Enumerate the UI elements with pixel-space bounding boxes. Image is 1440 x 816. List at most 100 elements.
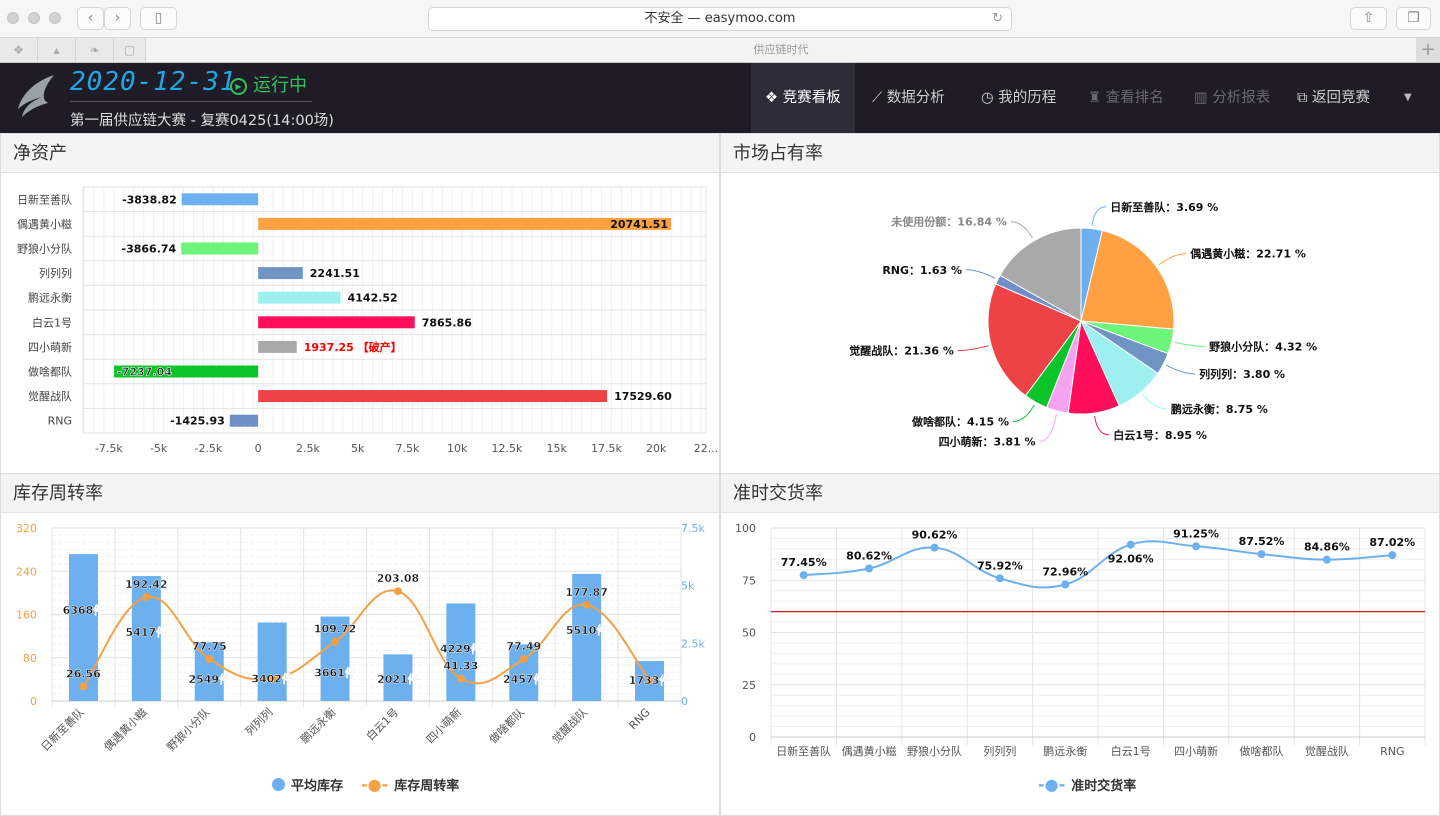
pinned-tab-3[interactable]: ❧ xyxy=(76,38,114,62)
value-label: 80.62% xyxy=(846,550,892,563)
y-left-tick: 0 xyxy=(30,695,37,708)
trophy-icon: ♜ xyxy=(1088,90,1106,106)
value-label: 75.92% xyxy=(977,559,1023,572)
bar-value-label: 5510件 xyxy=(566,623,608,637)
more-dropdown[interactable]: ▼ xyxy=(1390,63,1426,133)
category-label: 四小萌新 xyxy=(28,340,72,354)
line-point xyxy=(393,587,402,596)
share-button[interactable]: ⇧ xyxy=(1350,7,1387,30)
x-tick-label: 列列列 xyxy=(983,744,1016,758)
y-right-tick: 5k xyxy=(681,580,695,593)
status-text: 运行中 xyxy=(253,75,307,96)
category-label: 鹏远永衡 xyxy=(28,291,72,305)
minimize-window-button[interactable] xyxy=(28,12,40,24)
x-tick-label: 12.5k xyxy=(492,442,523,455)
legend-turnover[interactable]: 库存周转率 xyxy=(394,779,460,794)
bar xyxy=(229,414,259,427)
back-button[interactable]: ‹ xyxy=(77,7,104,30)
bar xyxy=(258,217,671,230)
diamonds-icon: ❖ xyxy=(765,90,783,106)
y-tick-label: 25 xyxy=(742,679,756,692)
y-tick-label: 75 xyxy=(742,574,756,587)
line-point xyxy=(456,674,465,683)
legend-line-dot-icon: -●- xyxy=(361,775,389,794)
history-icon: ◷ xyxy=(981,90,999,106)
bar-value-label: 5417件 xyxy=(126,625,168,639)
run-status: ▶ 运行中 xyxy=(230,71,307,97)
pinned-tab-1[interactable]: ❖ xyxy=(0,38,38,62)
value-label: 87.52% xyxy=(1239,535,1285,548)
line-value-label: 26.56 xyxy=(66,668,101,681)
sidebar-button[interactable]: ▯ xyxy=(140,7,177,30)
leader-line xyxy=(1010,221,1033,239)
active-tab[interactable]: 供应链时代 xyxy=(146,38,1416,62)
x-tick-label: -5k xyxy=(150,442,168,455)
legend-on-time[interactable]: 准时交货率 xyxy=(1071,779,1137,794)
nav-view-ranking[interactable]: ♜ 查看排名 xyxy=(1088,90,1164,106)
x-tick-label: 野狼小分队 xyxy=(164,705,213,754)
value-label: 87.02% xyxy=(1369,536,1415,549)
y-right-tick: 2.5k xyxy=(681,637,705,650)
pie-label: RNG：1.63 % xyxy=(882,264,962,277)
line-point xyxy=(1322,555,1331,564)
category-label: 觉醒战队 xyxy=(28,389,72,403)
bar xyxy=(257,622,287,701)
value-label: -1425.93 xyxy=(170,415,225,428)
new-tab-button[interactable]: + xyxy=(1416,38,1440,62)
external-link-icon: ⧉ xyxy=(1297,90,1312,106)
line-value-label: 77.75 xyxy=(192,640,227,653)
panel-title: 准时交货率 xyxy=(721,474,1439,513)
tabs-overview-button[interactable]: ❐ xyxy=(1396,7,1431,30)
nav-back-to-competition[interactable]: ⧉ 返回竞赛 xyxy=(1297,90,1370,106)
bar xyxy=(258,316,415,329)
bar-value-label: 6368件 xyxy=(63,603,105,617)
pinned-site-icon: ▴ xyxy=(53,43,60,57)
x-tick-label: 白云1号 xyxy=(1111,744,1151,758)
value-label: 90.62% xyxy=(912,529,958,542)
panel-title: 市场占有率 xyxy=(721,134,1439,173)
line-point xyxy=(1192,542,1201,551)
x-tick-label: 觉醒战队 xyxy=(1305,744,1349,758)
value-label: 17529.60 xyxy=(614,390,672,403)
zoom-window-button[interactable] xyxy=(49,12,61,24)
nav-data-analysis[interactable]: ⟋ 数据分析 xyxy=(872,90,945,106)
tab-bar: ❖ ▴ ❧ ▢ 供应链时代 + xyxy=(0,38,1440,63)
leader-line xyxy=(1012,404,1035,422)
x-tick-label: RNG xyxy=(626,706,652,732)
panel-title: 净资产 xyxy=(1,134,719,173)
line-point xyxy=(1126,540,1135,549)
nav-competition-board[interactable]: ❖ 竞赛看板 xyxy=(751,63,855,133)
x-tick-label: 5k xyxy=(351,442,365,455)
legend-circle-icon xyxy=(272,778,285,791)
category-label: 白云1号 xyxy=(32,315,72,329)
pie-label: 觉醒战队：21.36 % xyxy=(849,344,954,358)
caret-down-icon: ▼ xyxy=(1404,92,1412,103)
reload-icon[interactable]: ↻ xyxy=(992,11,1003,26)
category-label: RNG xyxy=(48,415,72,428)
bar xyxy=(383,654,413,701)
value-label: 84.86% xyxy=(1304,541,1350,554)
nav-analysis-report[interactable]: ▥ 分析报表 xyxy=(1194,90,1271,106)
game-date: 2020-12-31 xyxy=(70,67,237,97)
y-right-tick: 0 xyxy=(681,695,688,708)
contest-name: 第一届供应链大赛 - 复赛0425(14:00场) xyxy=(70,113,334,129)
pinned-tab-2[interactable]: ▴ xyxy=(38,38,76,62)
chevron-left-icon: ‹ xyxy=(87,10,94,26)
net-assets-chart: -7.5k -5k -2.5k 0 2.5k 5k 7.5k 10k 12.5k 15k 17.5k… xyxy=(17,186,718,455)
address-bar[interactable]: 不安全 — easymoo.com ↻ xyxy=(428,7,1012,31)
pinned-tab-4[interactable]: ▢ xyxy=(114,38,146,62)
line-point xyxy=(645,676,654,685)
inventory-turnover-chart: 0 80 160 240 320 0 2.5k 5k 7.5k 日新至善队 偶遇黄小糍 野狼小分队 列列… xyxy=(16,522,705,754)
leader-line xyxy=(1039,413,1057,442)
legend-avg-inventory[interactable]: 平均库存 xyxy=(291,779,344,794)
forward-button[interactable]: › xyxy=(104,7,131,30)
y-tick-label: 0 xyxy=(749,731,756,744)
x-tick-label: 15k xyxy=(547,442,568,455)
x-tick-label: RNG xyxy=(1380,745,1404,758)
nav-my-history[interactable]: ◷ 我的历程 xyxy=(981,90,1057,106)
chart-line-icon: ⟋ xyxy=(872,90,887,106)
value-label: 92.06% xyxy=(1108,553,1154,566)
bar xyxy=(572,573,602,701)
close-window-button[interactable] xyxy=(7,12,19,24)
line-point xyxy=(268,674,277,683)
